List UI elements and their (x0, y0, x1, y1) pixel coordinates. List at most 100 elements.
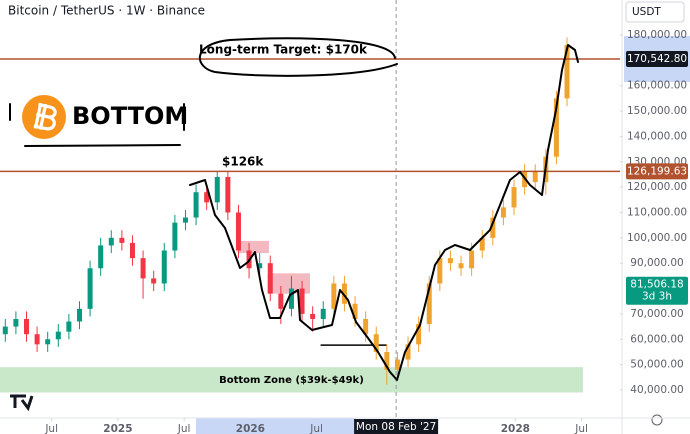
candle-body (310, 313, 316, 319)
candle-body (288, 288, 294, 309)
settings-icon[interactable] (651, 414, 663, 426)
time-selection (196, 418, 356, 434)
candle-body (363, 318, 369, 335)
candle-body (373, 334, 379, 352)
candle-body (204, 192, 210, 203)
x-tick-label: 2028 (501, 423, 530, 434)
candle-body (129, 242, 135, 259)
candle-body (235, 212, 241, 251)
candle-body (225, 176, 231, 213)
trend-sketch (189, 44, 579, 381)
candle-body (151, 278, 157, 284)
logo-text: BOTTOM (72, 102, 188, 130)
y-tick-label: 100,000.00 (627, 232, 687, 244)
tv-logo (10, 394, 34, 412)
x-tick-label: 2026 (236, 423, 265, 434)
x-tick-label: Jul (309, 423, 323, 434)
candle-body (479, 237, 485, 251)
target-annotation: Long-term Target: $170k (199, 43, 368, 57)
candle-body (45, 339, 51, 345)
candle-body (193, 192, 199, 218)
y-tick-label: 120,000.00 (627, 181, 687, 193)
x-tick-label: Jul (44, 423, 58, 434)
currency-box[interactable] (625, 1, 685, 23)
candle-body (320, 308, 326, 319)
y-tick-label: 60,000.00 (630, 333, 683, 345)
candle-body (257, 263, 263, 269)
candle-body (98, 245, 104, 269)
candle-body (214, 176, 220, 203)
candle-body (267, 263, 273, 294)
candle-body (532, 171, 538, 183)
candle-body (490, 217, 496, 238)
price-label: 126,199.63 (627, 165, 687, 177)
x-tick-label: 2025 (103, 423, 132, 434)
candle-body (34, 334, 40, 345)
candle-body (161, 250, 167, 284)
candle-body (2, 326, 8, 335)
chart-title: Bitcoin / TetherUS · 1W · Binance (8, 4, 205, 18)
y-tick-label: 110,000.00 (627, 206, 687, 218)
crosshair-label: Mon 08 Feb '27 (356, 421, 436, 433)
candle-body (352, 303, 358, 319)
currency[interactable]: USDT (632, 6, 661, 18)
supply-zone (238, 240, 269, 254)
candle-body (394, 359, 400, 370)
price-label: 170,542.80 (627, 53, 687, 65)
candle-body (458, 263, 464, 269)
candle-body (405, 344, 411, 360)
price-label-box (626, 163, 688, 180)
y-tick-label: 150,000.00 (627, 105, 687, 117)
candle-body (426, 283, 432, 325)
candle-body (87, 268, 93, 309)
candle-body (13, 318, 19, 327)
ath-annotation: $126k (222, 155, 264, 169)
price-label-box (626, 50, 688, 67)
candle-body (182, 217, 188, 223)
candle-body (55, 331, 61, 340)
candle-body (511, 187, 517, 208)
x-tick-label: Jul (574, 423, 588, 434)
candle-body (23, 318, 29, 335)
drawing-layer: BOTTOM Long-term Target: $170k $126k (9, 37, 579, 412)
candle-body (437, 258, 443, 284)
candle-body (108, 237, 114, 246)
y-tick-label: 90,000.00 (630, 257, 683, 269)
bottom-zone-label: Bottom Zone ($39k-$49k) (219, 375, 364, 386)
last-price-box (626, 276, 688, 305)
bitcoin-glyph (33, 102, 57, 131)
x-tick-label: Jul (177, 423, 191, 434)
supply-zone (267, 273, 310, 294)
logo-underline (24, 144, 181, 147)
candle-body (341, 283, 347, 304)
candle-body (384, 351, 390, 370)
candle-body (299, 288, 305, 314)
target-circle (199, 37, 398, 77)
y-tick-label: 70,000.00 (630, 308, 683, 320)
bottom-zone (0, 367, 583, 393)
y-tick-label: 140,000.00 (627, 130, 687, 142)
candle-body (553, 98, 559, 157)
candle-body (416, 324, 422, 345)
crosshair-label-box (354, 419, 439, 434)
candle-body (66, 321, 72, 332)
y-tick-label: 50,000.00 (630, 359, 683, 371)
y-tick-label: 40,000.00 (630, 384, 683, 396)
y-tick-label: 180,000.00 (627, 29, 687, 41)
last-price-label: 81,506.18 (630, 279, 683, 291)
candle-body (278, 293, 284, 309)
candle-body (140, 258, 146, 279)
background-layer (0, 36, 690, 434)
y-tick-label: 160,000.00 (627, 80, 687, 92)
candle-body (500, 207, 506, 218)
last-price-countdown: 3d 3h (642, 291, 672, 303)
candle-body (76, 308, 82, 322)
candle-body (172, 222, 178, 251)
candle-body (119, 237, 125, 243)
candle-body (331, 283, 337, 309)
candle-body (469, 250, 475, 269)
candle-body (564, 45, 570, 99)
